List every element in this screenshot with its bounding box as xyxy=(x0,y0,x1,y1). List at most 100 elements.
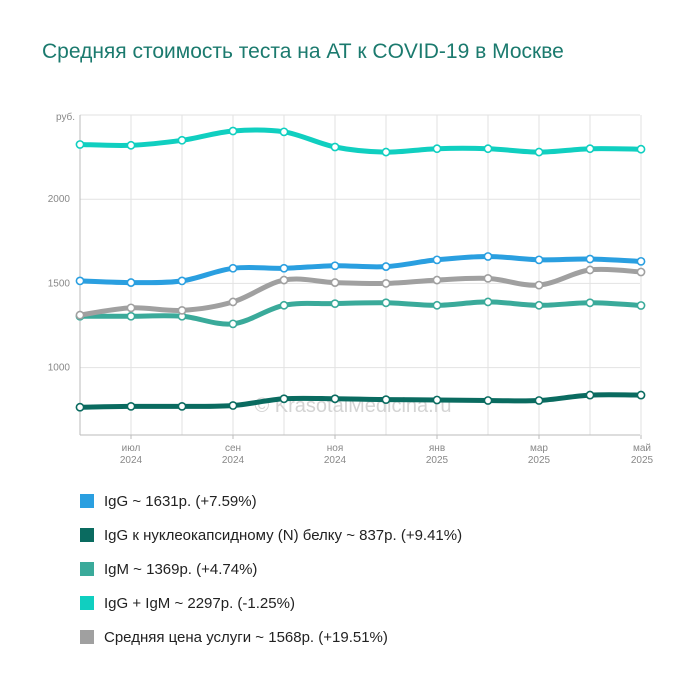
data-point-avg[interactable] xyxy=(228,297,238,307)
data-point-igg_n[interactable] xyxy=(177,401,187,411)
data-point-igg[interactable] xyxy=(330,261,340,271)
y-tick-label: 2000 xyxy=(48,194,71,205)
data-point-igg[interactable] xyxy=(177,276,187,286)
data-point-igm[interactable] xyxy=(381,298,391,308)
data-point-igg_n[interactable] xyxy=(228,401,238,410)
data-point-igg[interactable] xyxy=(279,263,289,273)
data-point-igg_igm[interactable] xyxy=(534,147,544,157)
series-line-igg_igm xyxy=(77,127,644,155)
data-point-igg[interactable] xyxy=(483,252,493,261)
data-point-igg[interactable] xyxy=(381,262,391,271)
data-point-igg_n[interactable] xyxy=(432,395,442,405)
legend-swatch xyxy=(80,630,94,644)
data-point-igg_n[interactable] xyxy=(75,402,85,412)
legend-swatch xyxy=(80,596,94,610)
data-point-avg[interactable] xyxy=(381,279,391,288)
data-point-igg_igm[interactable] xyxy=(75,140,85,149)
series-igg_igm xyxy=(75,126,646,157)
data-point-igg_n[interactable] xyxy=(330,394,340,404)
x-tick-label-month: янв xyxy=(429,443,445,454)
series-line-avg xyxy=(77,266,644,318)
legend-swatch xyxy=(80,494,94,508)
legend: IgG ~ 1631р. (+7.59%) IgG к нуклеокапсидн… xyxy=(80,484,680,654)
data-point-igg[interactable] xyxy=(228,263,238,273)
data-point-avg[interactable] xyxy=(483,273,493,283)
x-tick-label-month: ноя xyxy=(327,443,344,454)
x-tick-label-year: 2024 xyxy=(222,455,245,466)
data-point-igg[interactable] xyxy=(585,254,595,264)
chart-title: Средняя стоимость теста на АТ к COVID-19… xyxy=(42,40,564,63)
data-point-igg[interactable] xyxy=(636,256,646,266)
grid: 100015002000июл2024сен2024ноя2024янв2025… xyxy=(48,114,654,466)
series-layer xyxy=(75,126,646,412)
legend-item-igg[interactable]: IgG ~ 1631р. (+7.59%) xyxy=(80,484,680,518)
data-point-igm[interactable] xyxy=(432,300,442,310)
data-point-igg[interactable] xyxy=(126,278,136,287)
data-point-igg_igm[interactable] xyxy=(432,144,442,154)
data-point-avg[interactable] xyxy=(177,305,187,315)
data-point-igg[interactable] xyxy=(432,255,442,265)
data-point-avg[interactable] xyxy=(126,303,136,313)
data-point-igg_n[interactable] xyxy=(636,390,646,400)
series-avg xyxy=(75,265,646,320)
series-igg_n xyxy=(75,390,646,412)
data-point-avg[interactable] xyxy=(432,275,442,285)
data-point-igg_igm[interactable] xyxy=(483,144,493,154)
y-axis-unit: руб. xyxy=(56,111,75,123)
legend-item-igg_n[interactable]: IgG к нуклеокапсидному (N) белку ~ 837р.… xyxy=(80,518,680,552)
y-tick-label: 1500 xyxy=(48,278,71,289)
data-point-igm[interactable] xyxy=(483,297,493,307)
x-tick-label-month: июл xyxy=(122,443,141,454)
data-point-igg_igm[interactable] xyxy=(228,126,238,136)
data-point-igg_igm[interactable] xyxy=(177,135,187,145)
data-point-igg_igm[interactable] xyxy=(636,144,646,154)
legend-item-igg_igm[interactable]: IgG + IgM ~ 2297р. (-1.25%) xyxy=(80,586,680,620)
x-tick-label-year: 2025 xyxy=(426,455,449,466)
legend-label: Средняя цена услуги ~ 1568р. (+19.51%) xyxy=(104,628,388,646)
data-point-igg_igm[interactable] xyxy=(381,147,391,157)
legend-swatch xyxy=(80,528,94,542)
data-point-igm[interactable] xyxy=(126,311,136,321)
data-point-igg_n[interactable] xyxy=(534,396,544,405)
data-point-avg[interactable] xyxy=(75,310,85,320)
data-point-avg[interactable] xyxy=(636,267,646,277)
x-tick-label-month: мар xyxy=(530,443,548,454)
legend-item-avg[interactable]: Средняя цена услуги ~ 1568р. (+19.51%) xyxy=(80,620,680,654)
legend-item-igm[interactable]: IgM ~ 1369р. (+4.74%) xyxy=(80,552,680,586)
data-point-igm[interactable] xyxy=(279,300,289,310)
data-point-igg_n[interactable] xyxy=(483,396,493,405)
x-tick-label-year: 2024 xyxy=(324,455,347,466)
legend-swatch xyxy=(80,562,94,576)
legend-label: IgG ~ 1631р. (+7.59%) xyxy=(104,492,257,510)
x-tick-label-year: 2024 xyxy=(120,455,143,466)
data-point-igg_igm[interactable] xyxy=(330,142,340,152)
data-point-igm[interactable] xyxy=(534,300,544,310)
data-point-igm[interactable] xyxy=(228,319,238,329)
legend-label: IgG к нуклеокапсидному (N) белку ~ 837р.… xyxy=(104,526,463,544)
x-tick-label-month: май xyxy=(633,443,651,454)
x-tick-label-year: 2025 xyxy=(631,455,654,466)
data-point-igg_igm[interactable] xyxy=(585,144,595,154)
data-point-igg[interactable] xyxy=(75,276,85,286)
legend-label: IgM ~ 1369р. (+4.74%) xyxy=(104,560,258,578)
data-point-igg[interactable] xyxy=(534,255,544,265)
y-tick-label: 1000 xyxy=(48,363,71,374)
data-point-igg_igm[interactable] xyxy=(279,127,289,137)
series-line-igm xyxy=(77,299,644,327)
data-point-avg[interactable] xyxy=(534,280,544,290)
data-point-igm[interactable] xyxy=(636,301,646,310)
data-point-igm[interactable] xyxy=(330,299,340,309)
x-tick-label-month: сен xyxy=(225,443,241,454)
data-point-avg[interactable] xyxy=(585,265,595,275)
series-igg xyxy=(75,252,646,287)
data-point-igg_n[interactable] xyxy=(126,401,136,411)
data-point-igg_igm[interactable] xyxy=(126,140,136,150)
data-point-igg_n[interactable] xyxy=(279,394,289,404)
data-point-avg[interactable] xyxy=(330,278,340,287)
data-point-igg_n[interactable] xyxy=(381,395,391,405)
data-point-igm[interactable] xyxy=(585,298,595,308)
series-igm xyxy=(75,297,646,329)
data-point-avg[interactable] xyxy=(279,275,289,285)
data-point-igg_n[interactable] xyxy=(585,390,595,400)
